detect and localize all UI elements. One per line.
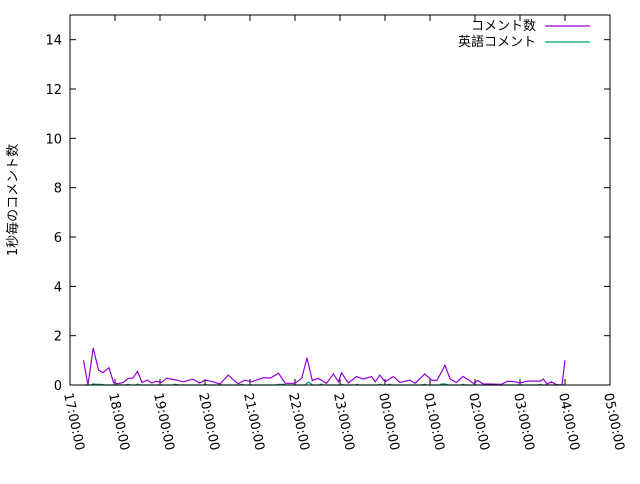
x-tick-label: 04:00:00: [555, 392, 582, 452]
x-tick-label: 03:00:00: [510, 392, 537, 452]
x-tick-label: 05:00:00: [600, 392, 627, 452]
y-tick-label: 14: [45, 34, 62, 49]
x-tick-label: 01:00:00: [420, 392, 447, 452]
plot-lines: [82, 347, 566, 386]
x-tick-label: 23:00:00: [330, 392, 357, 452]
legend-label-0: コメント数: [471, 19, 536, 34]
y-tick-label: 0: [54, 379, 62, 394]
y-tick-label: 12: [45, 83, 62, 98]
x-tick-label: 17:00:00: [60, 392, 87, 452]
x-tick-label: 22:00:00: [285, 392, 312, 452]
plot-frame: [69, 14, 611, 386]
x-tick-label: 21:00:00: [240, 392, 267, 452]
y-tick-label: 8: [54, 182, 62, 197]
x-axis: 17:00:00 18:00:00 19:00:00 20:00:00 21:00:00…: [60, 15, 627, 452]
y-tick-label: 10: [45, 132, 62, 147]
x-tick-label: 02:00:00: [465, 392, 492, 452]
y-tick-label: 4: [54, 280, 62, 295]
x-tick-label: 20:00:00: [195, 392, 222, 452]
x-tick-label: 00:00:00: [375, 392, 402, 452]
y-tick-label: 2: [54, 330, 62, 345]
legend-label-1: 英語コメント: [458, 34, 536, 50]
x-tick-label: 18:00:00: [105, 392, 132, 452]
y-axis: 0 2 4 6 8 10 12 14: [45, 34, 610, 394]
legend: コメント数 英語コメント: [458, 19, 590, 50]
y-axis-label: 1秒毎のコメント数: [5, 144, 21, 256]
x-tick-label: 19:00:00: [150, 392, 177, 452]
y-tick-label: 6: [54, 231, 62, 246]
series-line-0: [82, 347, 566, 386]
